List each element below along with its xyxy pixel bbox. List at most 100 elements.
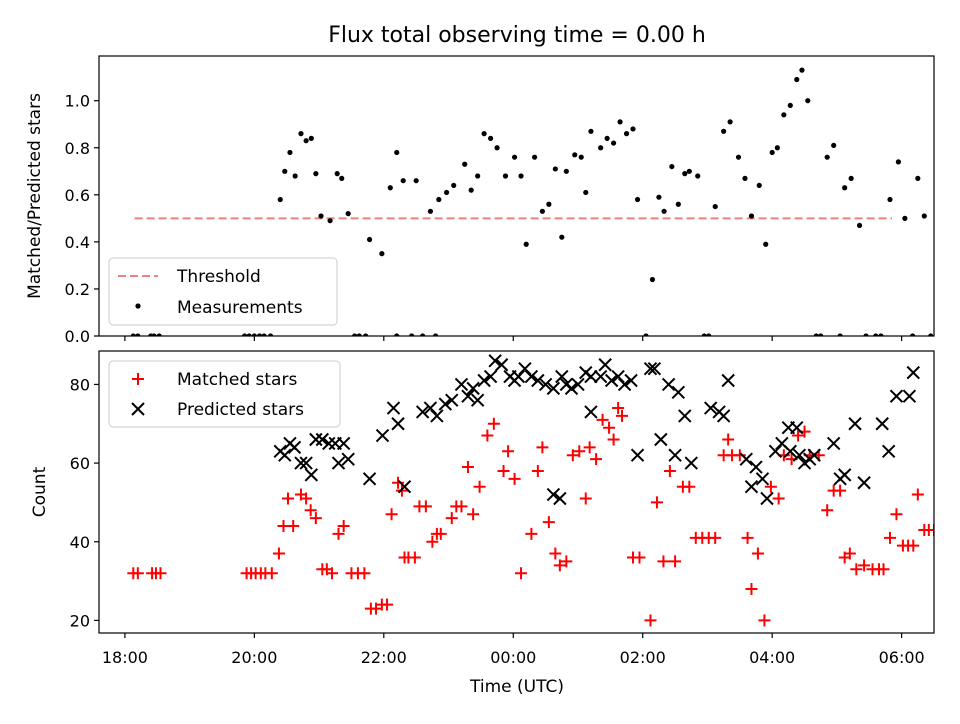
- matched-stars-point: [337, 520, 350, 533]
- predicted-stars-point: [703, 401, 718, 415]
- predicted-stars-point: [553, 491, 567, 506]
- matched-stars-point: [502, 445, 515, 458]
- measurements-point: [928, 333, 934, 336]
- measurements-point: [831, 142, 837, 149]
- measurements-point: [432, 333, 439, 336]
- measurements-point: [130, 333, 136, 336]
- bottom-axes-layer: 20 40 60 80 18:00 20:00 22:00 00:00 02:00 04:00 06…: [70, 375, 925, 667]
- measurements-point: [563, 168, 569, 174]
- predicted-stars-point: [531, 373, 545, 388]
- predicted-stars-point: [564, 381, 579, 396]
- matched-stars-point: [834, 484, 847, 497]
- measurements-point: [413, 178, 419, 184]
- measurements-point: [352, 333, 358, 336]
- matched-stars-point: [928, 523, 934, 536]
- matched-stars-point: [265, 567, 278, 580]
- measurements-point: [292, 173, 298, 179]
- matched-stars-point: [579, 492, 592, 505]
- matched-stars-point: [326, 567, 339, 580]
- predicted-stars-point: [647, 361, 662, 376]
- measurements-point: [643, 333, 649, 336]
- top-plot-area: [130, 67, 934, 336]
- matched-stars-point: [612, 402, 625, 415]
- measurements-point: [781, 112, 787, 118]
- matched-stars-point: [531, 464, 544, 477]
- matched-stars-point: [911, 488, 924, 501]
- bottom-legend: Matched stars Predicted stars: [108, 360, 341, 428]
- measurements-point: [246, 333, 252, 336]
- measurements-point: [356, 333, 362, 336]
- predicted-stars-point: [571, 377, 585, 392]
- measurements-point: [394, 149, 400, 156]
- measurements-point: [308, 135, 314, 141]
- measurements-point: [742, 175, 748, 181]
- matched-stars-point: [455, 500, 468, 513]
- predicted-stars-point: [331, 456, 346, 470]
- top-legend-box: [108, 257, 338, 326]
- measurements-point: [443, 189, 450, 196]
- matched-stars-point: [508, 472, 521, 485]
- measurements-point: [727, 119, 733, 125]
- x-tick-label: 06:00: [879, 648, 925, 667]
- matched-stars-point: [792, 429, 805, 442]
- measurements-point: [756, 182, 762, 189]
- predicted-stars-point: [739, 452, 753, 466]
- measurements-point: [721, 128, 727, 134]
- matched-stars-point: [461, 461, 474, 474]
- measurements-point: [873, 333, 879, 336]
- measurements-point: [878, 333, 884, 336]
- matched-stars-point: [426, 535, 439, 548]
- bottom-legend-box: [108, 360, 341, 428]
- measurements-point: [848, 175, 854, 181]
- measurements-point: [451, 182, 457, 189]
- matched-stars-point: [890, 508, 903, 521]
- top-panel: 0.0 0.2 0.4 0.6 0.8 1.0 Matched/Predicted sta…: [25, 55, 935, 346]
- predicted-stars-point: [721, 373, 735, 388]
- predicted-stars-point: [454, 377, 469, 392]
- bottom-y-tick-label: 20: [70, 611, 90, 630]
- matched-stars-point: [381, 598, 394, 611]
- measurements-point: [379, 251, 385, 257]
- predicted-stars-point: [538, 377, 553, 392]
- measurements-point: [610, 140, 617, 146]
- predicted-stars-point: [826, 436, 841, 451]
- predicted-stars-point: [654, 432, 668, 447]
- measurements-point: [813, 333, 819, 336]
- measurements-point: [462, 161, 468, 167]
- predicted-stars-point: [604, 373, 619, 388]
- measurements-point: [523, 241, 529, 247]
- x-tick-label: 04:00: [749, 648, 795, 667]
- measurements-point: [345, 211, 351, 217]
- measurements-point: [313, 171, 319, 177]
- measurements-point: [468, 187, 474, 193]
- matched-stars-point: [542, 516, 555, 529]
- predicted-stars-point: [584, 405, 598, 419]
- matched-stars-point: [304, 504, 317, 517]
- predicted-stars-point: [461, 389, 475, 403]
- measurements-point: [287, 149, 293, 156]
- top-data-layer: [130, 67, 934, 336]
- measurements-point: [318, 213, 324, 219]
- matched-stars-point: [445, 512, 458, 525]
- bottom-y-tick-label: 60: [70, 454, 90, 473]
- measurements-point: [282, 168, 288, 174]
- matched-stars-point: [154, 567, 167, 580]
- measurements-point: [409, 333, 415, 336]
- x-tick-label: 02:00: [620, 648, 666, 667]
- matched-stars-point: [566, 449, 579, 462]
- measurements-point: [518, 173, 524, 179]
- measurements-point: [712, 203, 718, 210]
- measurements-point: [436, 196, 442, 203]
- measurements-point: [588, 128, 594, 134]
- predicted-stars-point: [716, 409, 731, 423]
- predicted-stars-point: [438, 397, 453, 411]
- matched-stars-point: [758, 614, 771, 627]
- matched-stars-point: [583, 441, 596, 454]
- predicted-stars-point: [304, 468, 319, 482]
- predicted-stars-point: [375, 428, 390, 443]
- predicted-stars-point: [322, 436, 336, 451]
- matched-stars-point: [300, 492, 313, 505]
- matched-stars-point: [131, 567, 144, 580]
